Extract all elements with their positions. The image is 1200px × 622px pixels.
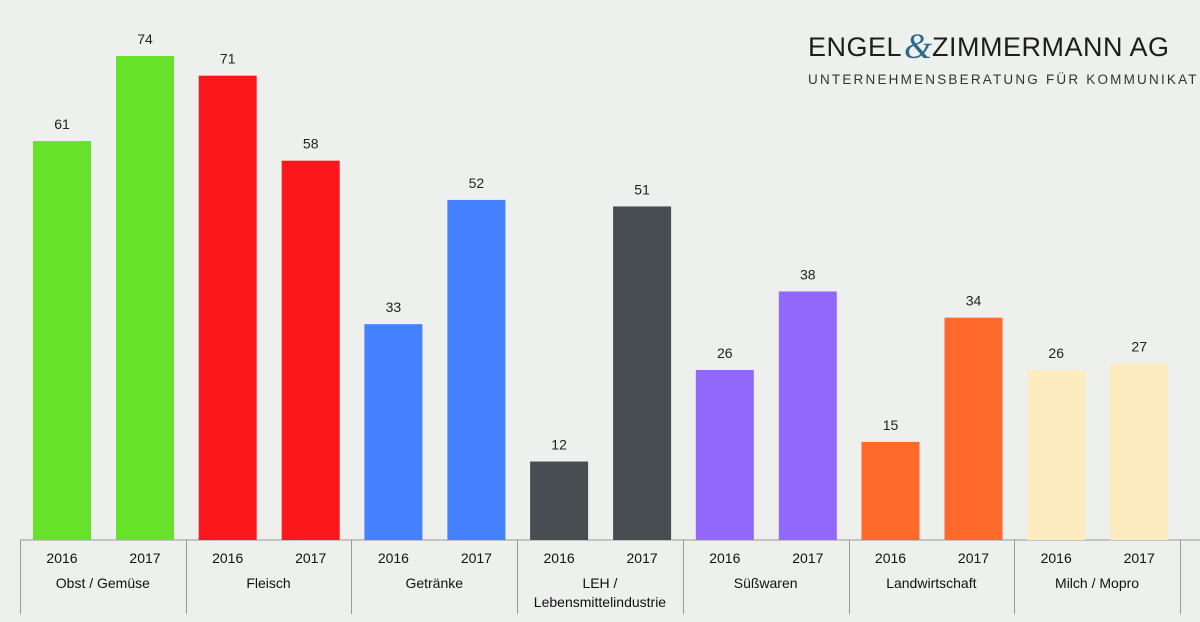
bar	[1110, 363, 1169, 540]
data-label: 12	[551, 437, 567, 453]
data-label: 51	[634, 181, 650, 197]
logo-ampersand: &	[904, 26, 932, 66]
bar	[198, 75, 257, 540]
data-label: 38	[800, 266, 816, 282]
x-tick-label: 2016	[544, 550, 575, 566]
logo-tagline: UNTERNEHMENSBERATUNG FÜR KOMMUNIKATION	[808, 72, 1200, 87]
x-tick-label: 2016	[212, 550, 243, 566]
data-label: 61	[54, 116, 70, 132]
x-tick-label: 2017	[792, 550, 823, 566]
data-label: 52	[469, 175, 485, 191]
category-label: Süßwaren	[734, 575, 798, 591]
bar	[944, 317, 1003, 540]
x-tick-label: 2017	[627, 550, 658, 566]
x-tick-label: 2016	[46, 550, 77, 566]
data-label: 26	[717, 345, 733, 361]
data-label: 74	[137, 31, 153, 47]
bar	[778, 291, 837, 540]
logo-name-left: ENGEL	[808, 32, 902, 62]
data-label: 58	[303, 136, 319, 152]
x-tick-label: 2016	[378, 550, 409, 566]
data-label: 27	[1131, 338, 1147, 354]
bar	[1027, 369, 1086, 540]
data-label: 34	[966, 293, 982, 309]
x-tick-label: 2017	[1124, 550, 1155, 566]
data-label: 71	[220, 51, 236, 67]
bar	[281, 160, 340, 540]
x-tick-label: 2017	[295, 550, 326, 566]
x-tick-label: 2017	[461, 550, 492, 566]
bar	[613, 206, 672, 540]
data-label: 15	[883, 417, 899, 433]
category-label: Getränke	[405, 575, 463, 591]
category-label: Obst / Gemüse	[56, 575, 150, 591]
x-tick-label: 2017	[129, 550, 160, 566]
category-label: Milch / Mopro	[1055, 575, 1139, 591]
logo-name-right: ZIMMERMANN AG	[932, 32, 1170, 62]
bar	[861, 441, 920, 540]
company-logo: ENGEL & ZIMMERMANN AG UNTERNEHMENSBERATU…	[808, 26, 1200, 87]
bar	[447, 199, 506, 541]
category-label: Lebensmittelindustrie	[534, 594, 667, 610]
bar	[364, 324, 423, 540]
data-label: 26	[1048, 345, 1064, 361]
bar	[530, 461, 589, 540]
bar	[33, 141, 91, 540]
x-tick-label: 2017	[958, 550, 989, 566]
category-label: Fleisch	[246, 575, 290, 591]
bar	[116, 56, 174, 540]
bar	[695, 369, 754, 540]
data-label: 33	[386, 299, 402, 315]
category-label: Landwirtschaft	[886, 575, 976, 591]
plot-area: 61 2016 74 2017 Obst / Gemüse 71 2016 58 2017 Fle…	[20, 31, 1200, 614]
x-tick-label: 2016	[1041, 550, 1072, 566]
category-label: LEH /	[582, 575, 617, 591]
x-tick-label: 2016	[875, 550, 906, 566]
x-tick-label: 2016	[709, 550, 740, 566]
